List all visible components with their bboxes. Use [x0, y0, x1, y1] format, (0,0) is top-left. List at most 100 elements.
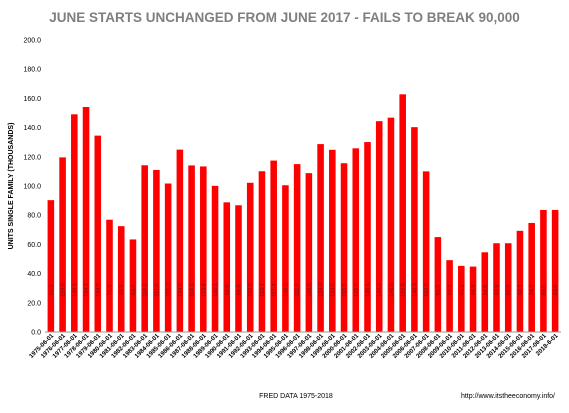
bar	[493, 243, 500, 332]
footer-source: FRED DATA 1975-2018	[259, 393, 333, 400]
bar	[504, 243, 512, 332]
bar	[141, 165, 148, 332]
bar	[446, 260, 453, 332]
y-tick-label: 40.0	[27, 271, 41, 278]
x-axis-ticks: 1975-06-011976-06-011977-06-011978-06-01…	[28, 332, 560, 360]
bar-data-label: 63.4	[131, 285, 137, 296]
bar-data-label: 114.1	[190, 283, 196, 296]
y-axis-label: UNITS SINGLE FAMILY (THOUSANDS)	[8, 123, 15, 250]
bar-data-label: 54.6	[483, 285, 489, 296]
bar-data-label: 162.8	[401, 283, 407, 297]
bar	[282, 185, 289, 332]
bar-data-label: 117.4	[272, 283, 278, 296]
bar	[94, 135, 102, 332]
y-tick-label: 0.0	[31, 330, 41, 337]
bars-group	[47, 94, 559, 333]
bar	[235, 205, 242, 332]
bar-data-label: 115.0	[295, 283, 301, 296]
bar	[551, 209, 559, 332]
bar	[528, 222, 535, 332]
bar-data-label: 69.3	[518, 285, 524, 296]
bar	[71, 114, 78, 333]
bar	[153, 169, 160, 332]
bar	[340, 163, 348, 332]
bar	[223, 202, 231, 332]
bar-data-label: 60.8	[506, 285, 512, 296]
bar	[329, 149, 336, 332]
bar	[434, 237, 442, 332]
bar	[106, 219, 113, 332]
bar	[317, 144, 324, 332]
bar	[200, 166, 207, 332]
y-tick-label: 80.0	[27, 213, 41, 220]
bar-data-label: 74.7	[530, 285, 536, 296]
bar-data-labels: 90.3 119.6 149.1 154.1 134.5 76.9 72.5 63.4 114.…	[49, 283, 559, 297]
bar-data-label: 83.6	[553, 285, 559, 296]
bar-data-label: 110.1	[260, 283, 266, 296]
bar	[469, 266, 477, 332]
y-tick-label: 100.0	[23, 184, 41, 191]
bar	[540, 209, 547, 332]
chart-title: JUNE STARTS UNCHANGED FROM JUNE 2017 - F…	[49, 10, 520, 25]
bar	[211, 185, 219, 332]
bar-data-label: 144.4	[377, 283, 383, 297]
bar-data-label: 119.6	[61, 283, 67, 296]
bar	[164, 183, 172, 332]
bar-data-label: 100.1	[213, 283, 219, 297]
bar-data-label: 76.9	[108, 285, 114, 296]
y-tick-label: 160.0	[23, 96, 41, 103]
bar	[293, 164, 301, 332]
bar	[305, 173, 313, 332]
bar	[411, 127, 418, 332]
bar	[246, 182, 254, 332]
bar	[422, 171, 430, 332]
bar	[188, 165, 195, 332]
y-tick-label: 200.0	[23, 38, 41, 45]
bar	[176, 149, 184, 332]
bar	[481, 252, 489, 332]
bar-data-label: 113.4	[201, 283, 207, 296]
bar-data-label: 102.2	[248, 283, 254, 297]
bar-data-label: 124.9	[178, 283, 184, 297]
bar	[516, 230, 524, 332]
bar-data-label: 130.1	[366, 283, 372, 297]
bar-data-label: 125.8	[354, 283, 360, 297]
bar-data-label: 65.0	[436, 285, 442, 296]
bar-data-label: 114.2	[143, 283, 149, 296]
bar-data-label: 88.8	[225, 285, 231, 296]
y-tick-label: 140.0	[23, 125, 41, 132]
bar-data-label: 44.8	[471, 285, 477, 296]
bar-data-label: 124.8	[330, 283, 336, 297]
bar	[59, 157, 66, 332]
bar	[399, 94, 406, 332]
bar	[375, 121, 383, 333]
bar-data-label: 154.1	[84, 283, 90, 297]
footer-url: http://www.itstheeconomy.info/	[461, 393, 555, 400]
bar	[270, 160, 277, 332]
bar	[364, 142, 371, 332]
y-tick-label: 120.0	[23, 154, 41, 161]
bar	[387, 117, 395, 332]
bar-data-label: 83.6	[541, 285, 547, 296]
y-axis-ticks: 0.0 20.0 40.0 60.0 80.0 100.0 120.0 140.0 160.0 1…	[23, 38, 41, 337]
bar-data-label: 111.0	[154, 284, 160, 297]
bar-data-label: 128.7	[319, 283, 325, 297]
bar-data-label: 146.8	[389, 283, 395, 297]
bar	[129, 239, 137, 332]
bar	[82, 107, 90, 332]
bar	[352, 148, 360, 332]
bar-data-label: 115.6	[342, 283, 348, 296]
bar-data-label: 101.7	[166, 283, 172, 297]
bar	[458, 265, 465, 332]
bar-data-label: 90.3	[49, 285, 55, 296]
y-tick-label: 180.0	[23, 67, 41, 74]
y-tick-label: 60.0	[27, 242, 41, 249]
bar-data-label: 45.3	[459, 285, 465, 296]
bar-data-label: 49.2	[448, 285, 454, 296]
bar-data-label: 110.0	[424, 283, 430, 296]
y-tick-label: 20.0	[27, 300, 41, 307]
bar-data-label: 60.8	[495, 285, 501, 296]
bar-data-label: 72.5	[119, 285, 125, 296]
